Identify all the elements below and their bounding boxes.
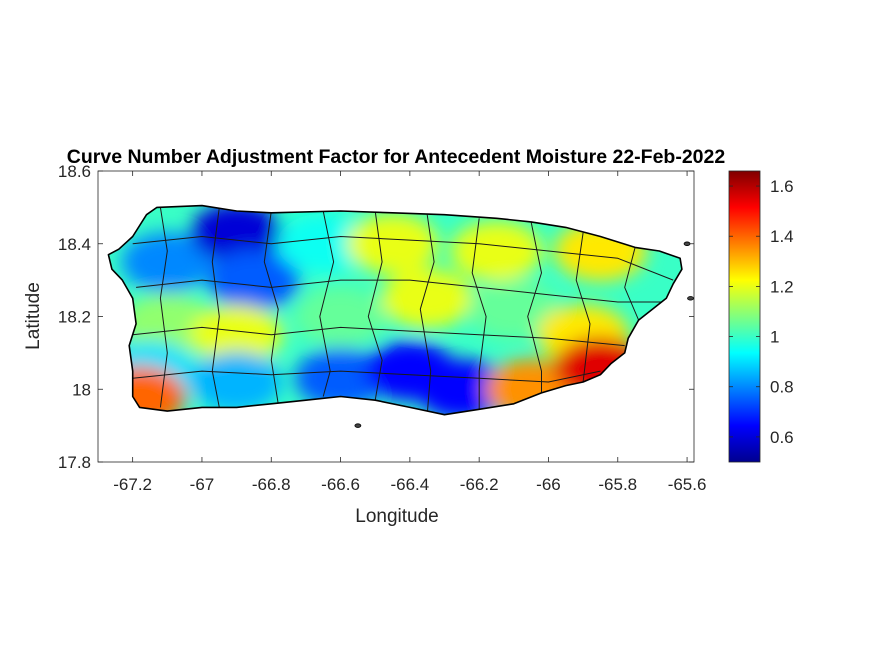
y-axis-ticks: 17.8 18 18.2 18.4 18.6 xyxy=(58,162,694,472)
colorbar-ticks: 0.6 0.8 1 1.2 1.4 1.6 xyxy=(729,177,794,447)
x-tick-label: -66 xyxy=(536,475,561,494)
x-tick-label: -66.8 xyxy=(252,475,291,494)
islet xyxy=(687,296,694,301)
moisture-region xyxy=(190,351,283,412)
colorbar-gradient xyxy=(728,170,761,463)
municipality-boundary xyxy=(159,207,168,408)
map-layer xyxy=(107,204,694,428)
moisture-region xyxy=(415,359,508,415)
chart-title: Curve Number Adjustment Factor for Antec… xyxy=(67,146,726,168)
moisture-region xyxy=(121,293,214,354)
colorbar-tick-label: 1 xyxy=(770,328,779,347)
moisture-region xyxy=(467,279,560,340)
municipality-boundary xyxy=(575,232,591,383)
colorbar-tick-label: 1.4 xyxy=(770,227,794,246)
y-tick-label: 18.2 xyxy=(58,308,91,327)
municipality-boundary xyxy=(471,218,487,410)
x-tick-label: -65.6 xyxy=(668,475,707,494)
moisture-region xyxy=(277,213,370,274)
moisture-region xyxy=(190,304,283,365)
municipality-boundary xyxy=(319,210,335,397)
municipality-boundaries xyxy=(132,207,674,415)
municipality-boundary xyxy=(132,326,625,347)
moisture-region xyxy=(450,221,543,282)
y-tick-label: 18.4 xyxy=(58,235,91,254)
moisture-region xyxy=(294,286,387,347)
x-tick-label: -67 xyxy=(190,475,215,494)
moisture-region xyxy=(121,231,214,292)
municipality-boundary xyxy=(211,207,220,408)
moisture-region xyxy=(207,250,300,311)
municipality-boundary xyxy=(624,247,640,321)
x-tick-label: -66.2 xyxy=(460,475,499,494)
y-axis-label: Latitude xyxy=(23,282,44,350)
colorbar-tick-label: 1.6 xyxy=(770,177,794,196)
moisture-region xyxy=(381,268,474,329)
x-axis-ticks: -67.2 -67 -66.8 -66.6 -66.4 -66.2 -66 -65.8 -65.… xyxy=(113,171,706,494)
colorbar: 0.6 0.8 1 1.2 1.4 1.6 xyxy=(728,170,794,463)
municipality-boundary xyxy=(132,236,674,281)
island-coastline xyxy=(107,204,683,416)
x-tick-label: -66.6 xyxy=(321,475,360,494)
x-axis-label: Longitude xyxy=(355,506,438,527)
x-tick-label: -66.4 xyxy=(390,475,429,494)
y-tick-label: 18 xyxy=(72,380,91,399)
colorbar-tick-label: 0.6 xyxy=(770,428,794,447)
colorbar-tick-label: 0.8 xyxy=(770,378,794,397)
municipality-boundary xyxy=(136,279,663,303)
x-tick-label: -65.8 xyxy=(598,475,637,494)
municipality-boundary xyxy=(419,214,435,415)
islet xyxy=(354,423,362,428)
y-tick-label: 17.8 xyxy=(58,453,91,472)
y-tick-label: 18.6 xyxy=(58,162,91,181)
municipality-boundary xyxy=(132,370,601,383)
moisture-region xyxy=(294,348,387,409)
x-tick-label: -67.2 xyxy=(113,475,152,494)
colorbar-tick-label: 1.2 xyxy=(770,277,794,296)
plot-area: -67.2 -67 -66.8 -66.6 -66.4 -66.2 -66 -65.8 -65.… xyxy=(58,162,707,494)
moisture-region xyxy=(346,213,439,274)
municipality-boundary xyxy=(527,221,542,393)
